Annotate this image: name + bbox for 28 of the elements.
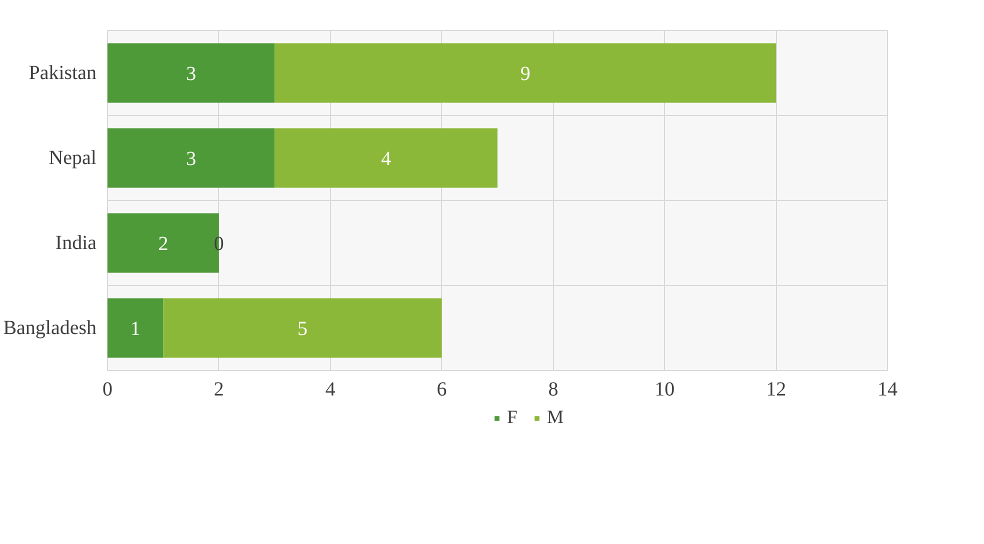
y-tick-label: Bangladesh <box>3 317 96 339</box>
bar <box>108 43 275 103</box>
data-label: 0 <box>214 233 224 255</box>
legend-label: M <box>547 407 565 429</box>
x-tick-label: 0 <box>102 378 112 400</box>
x-tick-label: 4 <box>325 378 336 400</box>
x-tick-label: 10 <box>654 378 675 400</box>
bar <box>274 128 498 188</box>
x-tick-label: 6 <box>436 378 447 400</box>
data-label: 5 <box>298 318 308 340</box>
data-label: 9 <box>520 63 530 85</box>
data-label: 1 <box>130 318 140 340</box>
bar <box>274 43 776 103</box>
x-tick-label: 2 <box>214 378 224 400</box>
data-label: 3 <box>186 63 196 85</box>
data-label: 3 <box>186 148 196 170</box>
x-tick-label: 12 <box>766 378 786 400</box>
x-tick-label: 14 <box>878 378 898 400</box>
data-label: 2 <box>158 233 168 255</box>
legend-label: F <box>507 407 518 429</box>
bar <box>108 128 275 188</box>
y-tick-label: Pakistan <box>28 62 97 84</box>
y-tick-label: India <box>55 232 97 254</box>
bar <box>163 298 442 358</box>
bar <box>108 298 164 358</box>
y-tick-label: Nepal <box>48 147 97 169</box>
data-label: 4 <box>381 148 392 170</box>
x-tick-label: 8 <box>548 378 558 400</box>
